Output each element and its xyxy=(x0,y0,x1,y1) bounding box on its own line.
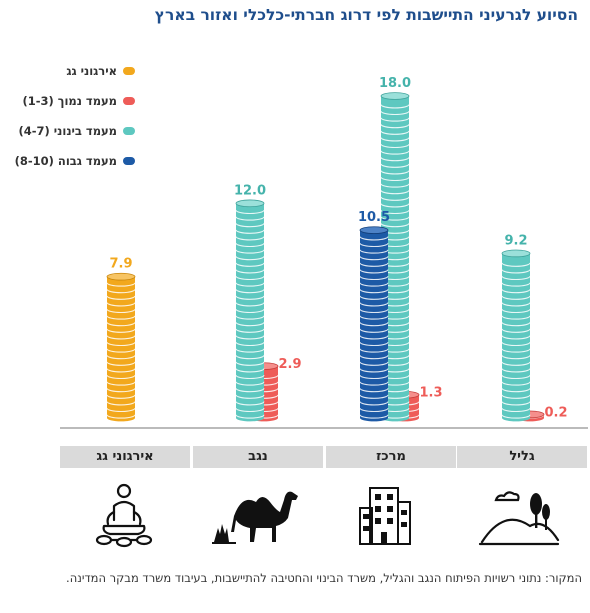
source-note: המקור: נתוני רשויות הפיתוח הנגב והגליל, … xyxy=(66,571,582,585)
hills-icon xyxy=(478,491,560,546)
legend-item-roof: אירגוני גג xyxy=(66,64,135,78)
bar-high-2 xyxy=(359,226,389,422)
legend-swatch-low xyxy=(123,97,135,105)
legend-item-low: מעמד נמוך (1-3) xyxy=(22,94,135,108)
value-label-high-2: 10.5 xyxy=(358,210,390,225)
bar-chart: 7.9 2.9 1.3 0.2 12.0 18.0 9.2 10.5 xyxy=(60,76,588,429)
legend-swatch-roof xyxy=(123,67,135,75)
value-label-low-1: 2.9 xyxy=(278,357,301,372)
legend-swatch-high xyxy=(123,157,135,165)
legend-label-high: מעמד גבוה (8-10) xyxy=(14,154,117,168)
value-label-roof-0: 7.9 xyxy=(109,257,132,272)
people-icon xyxy=(95,483,153,548)
legend-swatch-mid xyxy=(123,127,135,135)
bar-mid-3 xyxy=(501,249,531,422)
category-negev: נגב xyxy=(193,446,323,468)
legend-label-mid: מעמד בינוני (4-7) xyxy=(18,124,117,138)
category-roof: אירגוני גג xyxy=(60,446,190,468)
legend-label-roof: אירגוני גג xyxy=(66,64,117,78)
chart-title: הסיוע לגרעיני התיישבות לפי דרוג חברתי-כל… xyxy=(154,6,578,24)
value-label-low-3: 0.2 xyxy=(544,405,567,420)
bar-mid-1 xyxy=(235,199,265,422)
camel-icon xyxy=(212,491,298,544)
buildings-icon xyxy=(359,487,411,545)
value-label-mid-1: 12.0 xyxy=(234,183,266,198)
value-label-low-2: 1.3 xyxy=(419,386,442,401)
category-center: מרכז xyxy=(326,446,456,468)
legend-label-low: מעמד נמוך (1-3) xyxy=(22,94,118,108)
category-galilee: גליל xyxy=(457,446,587,468)
legend-item-high: מעמד גבוה (8-10) xyxy=(15,154,135,168)
bar-roof-0 xyxy=(106,272,136,422)
value-label-mid-3: 9.2 xyxy=(504,233,527,248)
value-label-mid-2: 18.0 xyxy=(379,76,411,91)
legend-item-mid: מעמד בינוני (4-7) xyxy=(18,124,135,138)
